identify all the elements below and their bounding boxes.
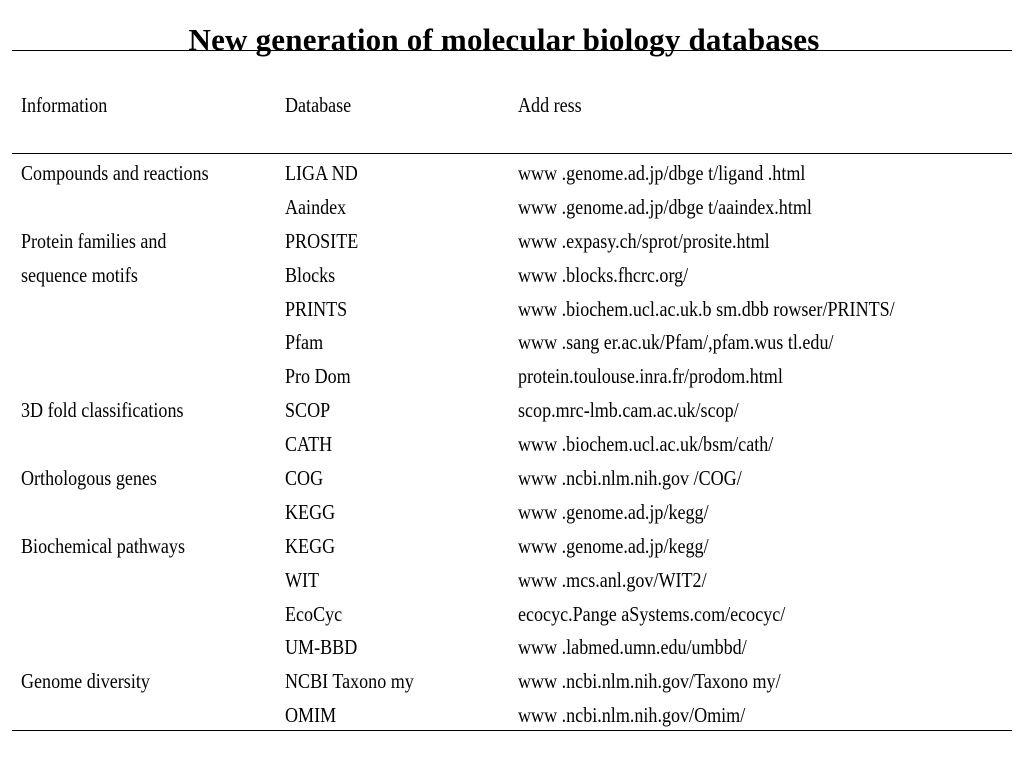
information-cell: Orthologous genes bbox=[21, 466, 157, 491]
table-row: Protein families and PROSITE www .expasy… bbox=[0, 228, 1024, 262]
information-cell: 3D fold classifications bbox=[21, 398, 184, 423]
information-cell: Biochemical pathways bbox=[21, 533, 186, 558]
table-row: Pfam www .sang er.ac.uk/Pfam/,pfam.wus t… bbox=[0, 329, 1024, 363]
address-cell: www .labmed.umn.edu/umbbd/ bbox=[518, 635, 747, 660]
address-cell: www .genome.ad.jp/dbge t/aaindex.html bbox=[518, 194, 812, 219]
table-row: PRINTS www .biochem.ucl.ac.uk.b sm.dbb r… bbox=[0, 296, 1024, 330]
address-cell: ecocyc.Pange aSystems.com/ecocyc/ bbox=[518, 601, 786, 626]
header-database: Database bbox=[285, 93, 352, 117]
address-cell: www .ncbi.nlm.nih.gov /COG/ bbox=[518, 466, 742, 491]
table-row: Pro Dom protein.toulouse.inra.fr/prodom.… bbox=[0, 363, 1024, 397]
database-cell: PRINTS bbox=[285, 296, 348, 321]
database-cell: KEGG bbox=[285, 533, 336, 558]
table-row: Compounds and reactions LIGA ND www .gen… bbox=[0, 160, 1024, 194]
database-cell: UM-BBD bbox=[285, 635, 358, 660]
header-address: Add ress bbox=[518, 93, 582, 117]
table-row: 3D fold classifications SCOP scop.mrc-lm… bbox=[0, 397, 1024, 431]
address-cell: protein.toulouse.inra.fr/prodom.html bbox=[518, 364, 783, 389]
table-row: EcoCyc ecocyc.Pange aSystems.com/ecocyc/ bbox=[0, 601, 1024, 635]
table-row: Aaindex www .genome.ad.jp/dbge t/aaindex… bbox=[0, 194, 1024, 228]
information-cell: Protein families and bbox=[21, 228, 167, 253]
address-cell: www .sang er.ac.uk/Pfam/,pfam.wus tl.edu… bbox=[518, 330, 834, 355]
address-cell: www .blocks.fhcrc.org/ bbox=[518, 262, 689, 287]
address-cell: www .expasy.ch/sprot/prosite.html bbox=[518, 228, 770, 253]
database-cell: LIGA ND bbox=[285, 161, 358, 185]
address-cell: www .genome.ad.jp/dbge t/ligand .html bbox=[518, 161, 806, 185]
address-cell: www .ncbi.nlm.nih.gov/Taxono my/ bbox=[518, 669, 781, 694]
table-row: CATH www .biochem.ucl.ac.uk/bsm/cath/ bbox=[0, 431, 1024, 465]
database-cell: Pfam bbox=[285, 330, 324, 355]
table-body: Compounds and reactions LIGA ND www .gen… bbox=[0, 160, 1024, 736]
database-cell: Pro Dom bbox=[285, 364, 351, 389]
table-row: sequence motifs Blocks www .blocks.fhcrc… bbox=[0, 262, 1024, 296]
table-row: UM-BBD www .labmed.umn.edu/umbbd/ bbox=[0, 634, 1024, 668]
table-row: KEGG www .genome.ad.jp/kegg/ bbox=[0, 499, 1024, 533]
database-cell: SCOP bbox=[285, 398, 331, 423]
database-cell: EcoCyc bbox=[285, 601, 343, 626]
database-cell: WIT bbox=[285, 567, 320, 592]
address-cell: www .ncbi.nlm.nih.gov/Omim/ bbox=[518, 703, 746, 728]
database-cell: KEGG bbox=[285, 499, 336, 524]
header-rule bbox=[12, 153, 1012, 154]
database-cell: CATH bbox=[285, 432, 333, 457]
information-cell: sequence motifs bbox=[21, 262, 138, 287]
table-row: OMIM www .ncbi.nlm.nih.gov/Omim/ bbox=[0, 702, 1024, 736]
title-rule bbox=[12, 50, 1012, 51]
address-cell: www .genome.ad.jp/kegg/ bbox=[518, 533, 709, 558]
database-cell: NCBI Taxono my bbox=[285, 669, 414, 694]
table-row: WIT www .mcs.anl.gov/WIT2/ bbox=[0, 567, 1024, 601]
address-cell: www .mcs.anl.gov/WIT2/ bbox=[518, 567, 707, 592]
information-cell: Genome diversity bbox=[21, 669, 150, 694]
database-cell: OMIM bbox=[285, 703, 337, 728]
address-cell: scop.mrc-lmb.cam.ac.uk/scop/ bbox=[518, 398, 739, 423]
address-cell: www .biochem.ucl.ac.uk/bsm/cath/ bbox=[518, 432, 774, 457]
address-cell: www .genome.ad.jp/kegg/ bbox=[518, 499, 709, 524]
header-information: Information bbox=[21, 93, 108, 117]
database-cell: COG bbox=[285, 466, 324, 491]
table-row: Biochemical pathways KEGG www .genome.ad… bbox=[0, 533, 1024, 567]
database-cell: PROSITE bbox=[285, 228, 359, 253]
database-cell: Aaindex bbox=[285, 194, 347, 219]
address-cell: www .biochem.ucl.ac.uk.b sm.dbb rowser/P… bbox=[518, 296, 895, 321]
table-row: Genome diversity NCBI Taxono my www .ncb… bbox=[0, 668, 1024, 702]
table-row: Orthologous genes COG www .ncbi.nlm.nih.… bbox=[0, 465, 1024, 499]
information-cell: Compounds and reactions bbox=[21, 161, 209, 185]
page-title: New generation of molecular biology data… bbox=[188, 22, 820, 57]
database-cell: Blocks bbox=[285, 262, 336, 287]
bottom-rule bbox=[12, 730, 1012, 731]
